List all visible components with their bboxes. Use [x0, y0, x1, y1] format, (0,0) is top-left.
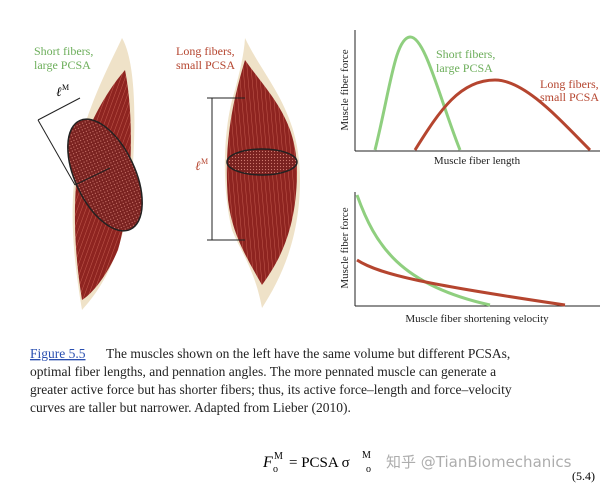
- figure-link[interactable]: Figure 5.5: [30, 346, 86, 361]
- equation-subscript: o: [273, 464, 278, 475]
- curve-label: small PCSA: [540, 90, 599, 104]
- pennated-muscle: [37, 38, 143, 310]
- watermark: 知乎 @TianBiomechanics: [386, 453, 572, 471]
- force-velocity-plot: [354, 192, 600, 307]
- length-superscript: M: [62, 83, 69, 92]
- curve-label: Short fibers,: [436, 47, 495, 61]
- muscle-label: small PCSA: [176, 58, 235, 72]
- curve-label: large PCSA: [436, 61, 493, 75]
- equation-number: (5.4): [572, 469, 595, 483]
- muscle-label: Long fibers,: [176, 44, 235, 58]
- caption-line: greater active force but has shorter fib…: [30, 382, 512, 397]
- equation-subscript: o: [366, 464, 371, 475]
- x-axis-label: Muscle fiber shortening velocity: [405, 313, 549, 325]
- caption-line: curves are taller but narrower. Adapted …: [30, 400, 351, 415]
- equation-superscript: M: [274, 451, 283, 462]
- muscle-label: Short fibers,: [34, 44, 93, 58]
- equation-superscript: M: [362, 450, 371, 461]
- force-length-plot: [354, 30, 600, 152]
- parallel-muscle: [207, 38, 300, 308]
- dimension-line: [37, 119, 76, 186]
- y-axis-label: Muscle fiber force: [339, 49, 351, 130]
- length-symbol: ℓ: [56, 84, 62, 99]
- equation-body: = PCSA σ: [289, 455, 350, 471]
- length-superscript: M: [201, 157, 208, 166]
- curve-label: Long fibers,: [540, 77, 599, 91]
- x-axis-label: Muscle fiber length: [434, 155, 521, 167]
- y-axis-label: Muscle fiber force: [339, 207, 351, 288]
- equation-symbol: F: [262, 454, 273, 471]
- muscle-label: large PCSA: [34, 58, 91, 72]
- length-symbol: ℓ: [195, 158, 201, 173]
- caption-line: The muscles shown on the left have the s…: [106, 346, 510, 361]
- caption-line: optimal fiber lengths, and pennation ang…: [30, 364, 496, 379]
